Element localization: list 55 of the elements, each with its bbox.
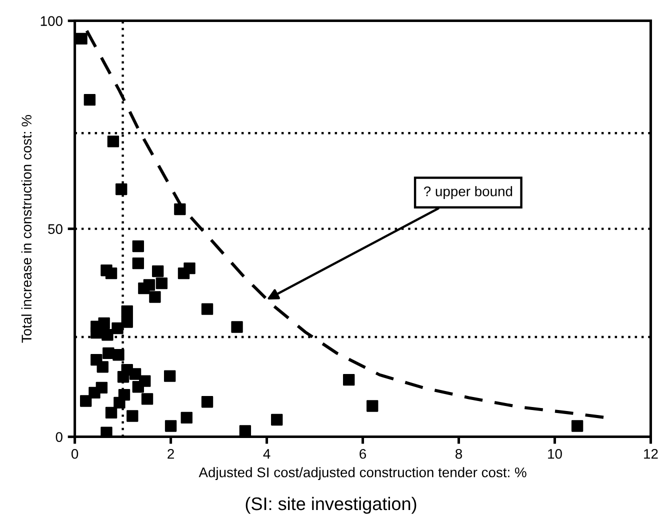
point [571,420,584,432]
point [149,291,161,303]
y-axis-title: Total increase in construction cost: % [21,115,32,343]
point [96,361,108,373]
y-tick-label: 0 [56,432,62,442]
point [98,317,110,330]
point [129,368,142,380]
point [164,370,176,382]
point [132,240,144,252]
point [156,277,168,290]
point [231,321,243,333]
point [152,265,164,278]
point [114,396,126,409]
point [271,414,283,426]
annotation: ? upper bound [424,186,512,200]
point [132,257,144,270]
point [80,395,92,407]
point [180,412,192,424]
x-tick-label: 8 [456,448,462,459]
x-axis-title: Adjusted SI cost/adjusted construction tender cost: % [198,467,526,480]
point [239,425,252,437]
point [116,183,128,196]
point [100,426,112,437]
x-tick-label: 12 [644,448,658,459]
point [343,374,355,386]
point [184,262,196,274]
y-tick-label: 50 [48,224,62,234]
point [112,322,124,334]
point [143,279,156,291]
x-tick-label: 0 [71,448,78,459]
point [76,32,88,45]
point [174,203,186,216]
point [126,410,138,422]
x-tick-label: 4 [263,449,270,459]
point [102,329,114,341]
y-tick-label: 100 [40,16,62,26]
point [164,420,177,432]
point [132,381,144,393]
text: (SI: site investigation) [246,496,416,514]
x-tick-label: 10 [548,448,562,459]
point [201,303,214,315]
point [90,326,102,339]
point [88,386,100,399]
point [366,400,378,412]
point [107,136,120,148]
point [141,393,154,405]
point [105,406,118,419]
point [121,305,133,318]
point [84,94,96,106]
point [201,396,214,408]
point [112,349,124,361]
x-tick-label: 6 [360,448,366,459]
x-tick-label: 2 [168,448,174,459]
point [105,267,118,280]
point [121,316,133,328]
